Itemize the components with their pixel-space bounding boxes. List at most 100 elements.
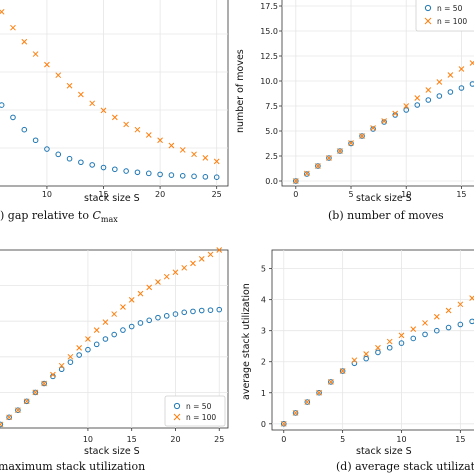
data-point-n100 [410, 326, 417, 332]
data-point-n100 [348, 140, 354, 146]
data-point-n50 [191, 173, 197, 180]
y-tick-label: 7.5 [265, 102, 278, 111]
data-point-n100 [198, 256, 205, 262]
data-point-n100 [163, 273, 170, 280]
data-point-n50 [179, 172, 186, 179]
x-tick-label: 15 [456, 190, 466, 199]
data-point-n50 [381, 119, 387, 125]
data-point-n100 [381, 118, 387, 124]
panel-c-x-ticks: 10 15 20 25 [83, 428, 224, 444]
panel-d: 0 5 10 15 0 1 2 3 4 5 stack size S average stack… [241, 249, 474, 473]
data-point-n50 [198, 307, 205, 314]
data-point-n100 [6, 414, 12, 421]
panel-c-legend-box [164, 395, 226, 427]
data-point-n100 [172, 269, 179, 276]
data-point-n50 [157, 171, 163, 178]
panel-a-grid [0, 0, 228, 186]
data-point-n100 [89, 100, 96, 107]
y-tick-label: 4 [261, 296, 266, 305]
data-point-n50 [44, 146, 50, 152]
data-point-n100 [447, 72, 454, 78]
data-point-n100 [123, 121, 129, 128]
data-point-n50 [304, 171, 310, 177]
data-point-n100 [292, 178, 299, 184]
data-point-n50 [146, 317, 153, 324]
data-point-n50 [422, 331, 428, 338]
x-tick-label: 20 [170, 435, 180, 444]
data-point-n50 [190, 308, 196, 315]
data-point-n50 [425, 97, 432, 103]
legend-marker-n100 [424, 17, 432, 25]
data-point-n50 [348, 140, 354, 147]
x-tick-label: 10 [396, 435, 406, 444]
data-point-n100 [433, 313, 440, 320]
panel-b-marks [292, 60, 474, 184]
data-point-n100 [102, 319, 109, 325]
panel-c-x-label: stack size S [84, 446, 140, 457]
y-tick-label: 2 [261, 358, 266, 367]
data-point-n50 [89, 162, 95, 168]
data-point-n50 [93, 341, 100, 348]
data-point-n100 [146, 284, 153, 291]
data-point-n100 [78, 91, 84, 98]
panel-a-x-label: stack size S [84, 193, 140, 204]
data-point-n100 [93, 327, 100, 333]
data-point-n50 [315, 163, 321, 169]
data-point-n50 [351, 360, 358, 367]
data-point-n100 [370, 125, 376, 131]
panel-b-caption: (b) number of moves [328, 209, 444, 222]
panel-a-caption: ) gap relative to Cmax [0, 209, 118, 224]
data-point-n100 [23, 398, 30, 405]
data-point-n100 [280, 420, 287, 427]
data-point-n100 [351, 357, 358, 364]
data-point-n50 [23, 398, 30, 405]
data-point-n100 [32, 389, 39, 396]
panel-d-grid [272, 250, 474, 430]
panel-c: 10 15 20 25 stack size S maximum stack util… [0, 247, 229, 473]
x-tick-label: 15 [455, 435, 465, 444]
x-tick-label: 20 [155, 190, 165, 199]
data-point-n50 [55, 151, 62, 158]
data-point-n100 [328, 379, 334, 385]
x-tick-label: 25 [212, 190, 222, 199]
legend-label-n100: n = 100 [437, 17, 467, 26]
panel-c-legend: n = 50 n = 100 [164, 395, 226, 427]
data-point-n100 [0, 421, 4, 428]
data-point-n50 [0, 421, 4, 428]
data-point-n100 [111, 311, 118, 317]
data-point-n50 [168, 172, 175, 178]
panel-d-plot-area [271, 249, 474, 431]
y-tick-label: 2.5 [265, 152, 278, 161]
data-point-n50 [137, 320, 144, 326]
legend-label-n100: n = 100 [186, 413, 216, 422]
data-point-n50 [85, 346, 91, 353]
data-point-n100 [303, 170, 310, 177]
data-point-n50 [292, 410, 299, 416]
data-point-n100 [403, 103, 410, 109]
data-point-n50 [66, 155, 73, 162]
data-point-n100 [304, 399, 311, 405]
x-tick-label: 15 [127, 435, 137, 444]
data-point-n100 [190, 260, 196, 267]
data-point-n50 [32, 137, 39, 144]
data-point-n50 [447, 89, 454, 95]
panel-b-x-ticks: 0 5 10 15 [293, 186, 467, 199]
panel-c-marks [0, 247, 223, 428]
data-point-n50 [398, 340, 405, 346]
data-point-n50 [328, 379, 334, 385]
data-point-n100 [469, 60, 474, 66]
data-point-n100 [292, 410, 299, 416]
data-point-n50 [326, 155, 332, 161]
data-point-n100 [155, 279, 161, 285]
data-point-n100 [445, 307, 452, 314]
data-point-n50 [392, 112, 398, 118]
data-point-n100 [85, 336, 91, 342]
panel-a-plot-area [0, 0, 229, 187]
data-point-n50 [458, 85, 465, 91]
data-point-n50 [15, 407, 21, 414]
data-point-n50 [445, 324, 452, 331]
data-point-n50 [145, 170, 152, 177]
data-point-n50 [32, 389, 39, 396]
data-point-n100 [44, 61, 50, 68]
